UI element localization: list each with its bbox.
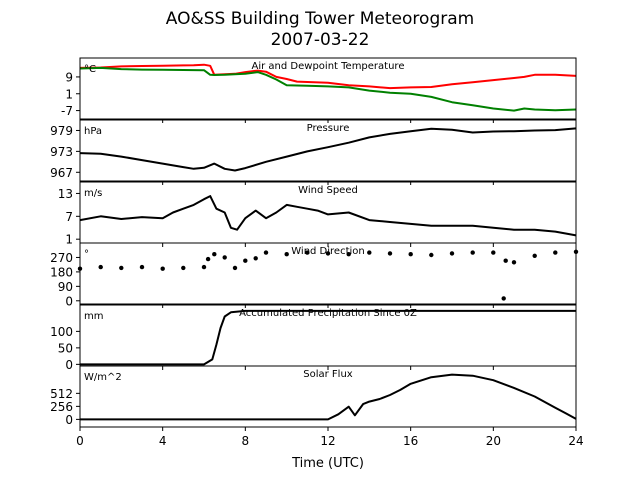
- x-tick-label-5: 16: [403, 434, 418, 448]
- series-line-2-1: [79, 127, 577, 172]
- x-tick-label-3: 8: [242, 434, 250, 448]
- series-line-1-1: [79, 63, 577, 90]
- data-point-4-25: [491, 250, 496, 255]
- y-tick-label-1-3: -7: [61, 104, 73, 118]
- data-point-4-5: [160, 266, 165, 271]
- panel-unit-2: hPa: [84, 126, 102, 137]
- panel-title-1: Air and Dewpoint Temperature: [252, 61, 405, 72]
- y-tick-label-4-3: 90: [58, 280, 73, 294]
- y-tick-label-6-3: 0: [65, 413, 73, 427]
- data-point-4-26: [501, 296, 506, 301]
- data-point-4-4: [139, 264, 145, 270]
- data-point-4-10: [222, 255, 227, 260]
- data-point-4-29: [532, 253, 537, 258]
- panel-unit-1: °C: [84, 64, 96, 75]
- data-point-4-23: [449, 251, 455, 256]
- figure-title: AO&SS Building Tower Meteorogram: [166, 9, 474, 29]
- x-tick-label-7: 24: [568, 434, 583, 448]
- y-tick-label-2-2: 973: [50, 145, 73, 159]
- data-point-4-3: [119, 265, 124, 271]
- y-tick-label-3-2: 7: [65, 210, 73, 224]
- figure-subtitle: 2007-03-22: [271, 30, 370, 50]
- data-point-4-13: [253, 256, 258, 261]
- y-tick-label-1-2: 1: [65, 87, 73, 101]
- data-point-4-7: [201, 264, 207, 270]
- panel-unit-4: °: [84, 249, 89, 260]
- data-point-4-9: [212, 252, 217, 257]
- data-point-4-17: [325, 251, 331, 256]
- series-line-3-1: [79, 195, 577, 237]
- data-point-4-19: [367, 250, 372, 255]
- y-tick-label-5-2: 50: [58, 341, 73, 355]
- data-point-4-21: [408, 252, 413, 257]
- data-point-4-16: [305, 250, 310, 255]
- panel-unit-5: mm: [84, 311, 103, 322]
- data-point-4-24: [470, 250, 475, 255]
- data-point-4-14: [263, 250, 269, 255]
- data-point-4-20: [387, 251, 393, 256]
- x-tick-label-1: 0: [76, 434, 84, 448]
- panel-title-3: Wind Speed: [298, 185, 358, 196]
- panel-unit-3: m/s: [84, 188, 102, 199]
- x-axis-label: Time (UTC): [291, 456, 364, 471]
- y-tick-label-2-1: 979: [50, 124, 73, 138]
- data-point-4-27: [503, 258, 508, 263]
- y-tick-label-6-2: 256: [50, 400, 73, 414]
- series-line-5-1: [80, 309, 576, 366]
- data-point-4-6: [181, 265, 186, 271]
- panel-title-4: Wind Direction: [291, 246, 365, 257]
- y-tick-label-4-2: 180: [50, 265, 73, 279]
- data-point-4-28: [511, 260, 517, 265]
- panel-title-5: Accumulated Precipitation Since 0Z: [239, 308, 417, 319]
- y-tick-label-3-1: 13: [58, 187, 73, 201]
- data-point-4-8: [205, 256, 211, 262]
- x-tick-label-6: 20: [486, 434, 501, 448]
- series-line-6-1: [80, 373, 577, 421]
- y-tick-label-6-1: 512: [50, 387, 73, 401]
- data-point-4-30: [553, 250, 558, 255]
- panel-title-2: Pressure: [307, 123, 350, 134]
- data-point-4-22: [429, 252, 434, 258]
- data-point-4-18: [346, 252, 351, 257]
- data-point-4-15: [284, 252, 289, 257]
- data-point-4-12: [243, 258, 248, 263]
- x-tick-label-4: 12: [320, 434, 335, 448]
- y-tick-label-5-3: 0: [65, 358, 73, 372]
- panels-group: 9 1 -7 Air and Dewpoint Temperature °C 979 973…: [50, 57, 584, 448]
- data-point-4-2: [98, 264, 103, 270]
- y-tick-label-5-1: 100: [50, 325, 73, 339]
- y-tick-label-3-3: 1: [65, 233, 73, 247]
- y-tick-label-1-1: 9: [65, 70, 73, 84]
- y-tick-label-4-1: 270: [50, 251, 73, 265]
- x-tick-label-2: 4: [159, 434, 167, 448]
- data-point-4-11: [232, 265, 238, 271]
- panel-unit-6: W/m^2: [84, 372, 122, 383]
- y-tick-label-4-4: 0: [65, 294, 73, 308]
- series-line-1-2: [79, 66, 577, 112]
- panel-title-6: Solar Flux: [303, 369, 353, 380]
- y-tick-label-2-3: 967: [50, 166, 73, 180]
